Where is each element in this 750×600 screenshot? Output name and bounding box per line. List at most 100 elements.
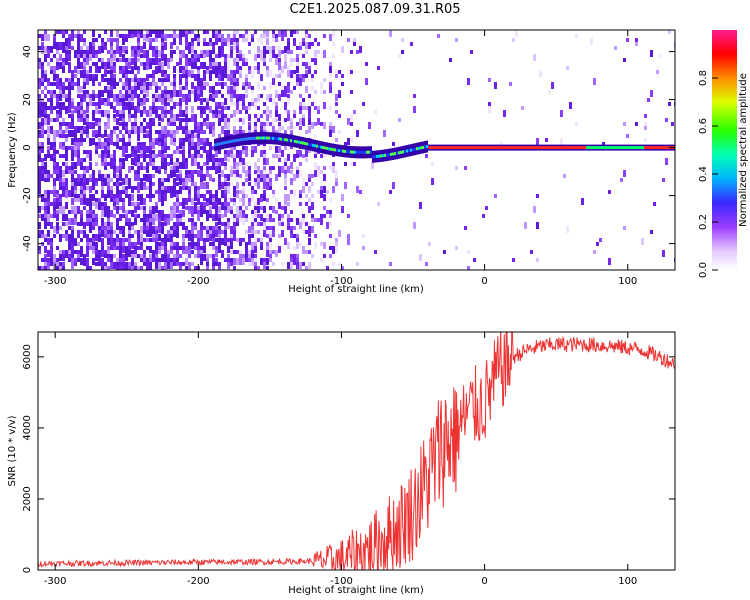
heatmap-cell bbox=[191, 134, 194, 138]
heatmap-cell bbox=[305, 194, 308, 198]
heatmap-cell bbox=[188, 210, 191, 214]
heatmap-cell bbox=[164, 178, 167, 182]
heatmap-cell bbox=[110, 62, 113, 69]
heatmap-cell bbox=[128, 70, 131, 74]
heatmap-cell bbox=[113, 54, 116, 61]
heatmap-cell bbox=[206, 258, 209, 262]
heatmap-cell bbox=[119, 110, 122, 117]
heatmap-cell bbox=[197, 234, 200, 238]
heatmap-cell bbox=[68, 190, 71, 197]
heatmap-cell bbox=[212, 202, 215, 209]
heatmap-cell bbox=[320, 122, 323, 126]
heatmap-cell bbox=[176, 218, 179, 222]
heatmap-cell bbox=[245, 250, 248, 254]
heatmap-cell bbox=[287, 166, 290, 173]
heatmap-cell bbox=[98, 142, 101, 149]
heatmap-cell bbox=[47, 62, 50, 66]
heatmap-cell bbox=[356, 50, 359, 54]
heatmap-cell bbox=[122, 70, 125, 74]
heatmap-cell bbox=[50, 202, 53, 206]
heatmap-cell bbox=[245, 110, 248, 114]
heatmap-cell bbox=[221, 238, 224, 245]
heatmap-cell bbox=[161, 154, 164, 161]
heatmap-cell bbox=[53, 42, 56, 49]
heatmap-cell bbox=[59, 54, 62, 61]
heatmap-cell bbox=[59, 262, 62, 266]
heatmap-cell bbox=[230, 90, 233, 97]
carrier-core bbox=[624, 146, 626, 150]
heatmap-cell bbox=[257, 238, 260, 242]
heatmap-cell bbox=[392, 142, 395, 146]
heatmap-cell bbox=[41, 162, 44, 166]
heatmap-cell bbox=[320, 194, 323, 198]
heatmap-cell bbox=[86, 246, 89, 253]
carrier-core bbox=[554, 146, 556, 150]
heatmap-cell bbox=[323, 90, 326, 94]
heatmap-cell bbox=[152, 234, 155, 238]
heatmap-cell bbox=[95, 254, 98, 261]
colorbar: 0.00.20.40.60.8 Normalized spectral ampl… bbox=[698, 30, 749, 278]
heatmap-cell bbox=[104, 234, 107, 238]
heatmap-cell bbox=[80, 214, 83, 218]
heatmap-cell bbox=[260, 174, 263, 181]
heatmap-cell bbox=[347, 234, 350, 241]
heatmap-cell bbox=[122, 74, 125, 78]
carrier-core bbox=[262, 136, 264, 140]
heatmap-cell bbox=[83, 182, 86, 189]
carrier-core bbox=[564, 146, 566, 150]
heatmap-cell bbox=[56, 58, 59, 65]
heatmap-cell bbox=[98, 154, 101, 158]
heatmap-cell bbox=[317, 118, 320, 125]
heatmap-cell bbox=[287, 86, 290, 93]
heatmap-cell bbox=[80, 190, 83, 194]
heatmap-cell bbox=[563, 174, 566, 178]
heatmap-cell bbox=[311, 78, 314, 82]
heatmap-cell bbox=[92, 222, 95, 226]
heatmap-cell bbox=[239, 254, 242, 261]
heatmap-cell bbox=[287, 262, 290, 269]
heatmap-cell bbox=[125, 250, 128, 254]
heatmap-cell bbox=[137, 146, 140, 153]
heatmap-cell bbox=[152, 58, 155, 65]
heatmap-cell bbox=[161, 70, 164, 77]
heatmap-cell bbox=[182, 158, 185, 162]
heatmap-cell bbox=[146, 58, 149, 62]
heatmap-cell bbox=[224, 54, 227, 61]
heatmap-cell bbox=[335, 238, 338, 245]
heatmap-cell bbox=[128, 166, 131, 173]
heatmap-cell bbox=[116, 42, 119, 46]
heatmap-cell bbox=[71, 178, 74, 185]
heatmap-cell bbox=[149, 58, 152, 65]
carrier-core bbox=[214, 143, 216, 147]
heatmap-cell bbox=[287, 214, 290, 218]
heatmap-cell bbox=[95, 246, 98, 250]
heatmap-cell bbox=[143, 154, 146, 158]
heatmap-cell bbox=[128, 62, 131, 69]
heatmap-cell bbox=[50, 110, 53, 114]
heatmap-cell bbox=[215, 90, 218, 94]
heatmap-cell bbox=[332, 246, 335, 250]
heatmap-cell bbox=[71, 254, 74, 258]
heatmap-cell bbox=[71, 238, 74, 242]
heatmap-cell bbox=[278, 126, 281, 133]
heatmap-cell bbox=[68, 90, 71, 97]
heatmap-cell bbox=[188, 198, 191, 202]
heatmap-cell bbox=[533, 206, 536, 213]
heatmap-cell bbox=[80, 158, 83, 165]
heatmap-cell bbox=[128, 142, 131, 146]
heatmap-cell bbox=[308, 114, 311, 118]
heatmap-cell bbox=[44, 194, 47, 198]
heatmap-cell bbox=[233, 82, 236, 86]
heatmap-cell bbox=[257, 54, 260, 58]
carrier-core bbox=[544, 146, 546, 150]
heatmap-cell bbox=[302, 246, 305, 250]
heatmap-cell bbox=[242, 146, 245, 150]
heatmap-cell bbox=[44, 86, 47, 90]
heatmap-cell bbox=[68, 102, 71, 106]
heatmap-cell bbox=[56, 226, 59, 230]
heatmap-cell bbox=[146, 74, 149, 81]
heatmap-cell bbox=[155, 214, 158, 221]
heatmap-cell bbox=[77, 154, 80, 158]
heatmap-cell bbox=[101, 46, 104, 53]
heatmap-cell bbox=[41, 258, 44, 262]
